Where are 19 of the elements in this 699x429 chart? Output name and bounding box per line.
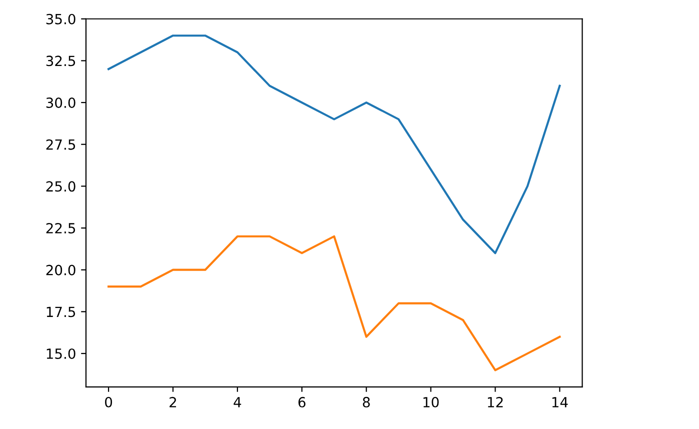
y-tick-label: 25.0 [46, 181, 76, 192]
y-tick-label: 32.5 [46, 56, 76, 66]
x-tick-label: 0 [105, 396, 112, 408]
x-tick-label: 6 [298, 396, 306, 408]
x-tick-label: 8 [362, 396, 370, 408]
y-tick-label: 30.0 [46, 98, 76, 108]
y-tick-label: 17.5 [46, 306, 76, 318]
y-tick-label: 22.5 [46, 222, 76, 234]
x-tick-label: 10 [423, 396, 439, 408]
y-tick-label: 35.0 [46, 14, 76, 24]
x-tick-label: 14 [552, 397, 568, 408]
x-tick-label: 4 [234, 397, 242, 408]
y-tick-label: 15.0 [46, 348, 76, 359]
y-tick-label: 20.0 [46, 264, 76, 276]
y-tick-label: 27.5 [46, 139, 76, 150]
line-series [107, 235, 561, 372]
line-series [107, 34, 561, 254]
x-tick-label: 12 [488, 396, 503, 408]
x-tick-label: 2 [170, 396, 176, 408]
